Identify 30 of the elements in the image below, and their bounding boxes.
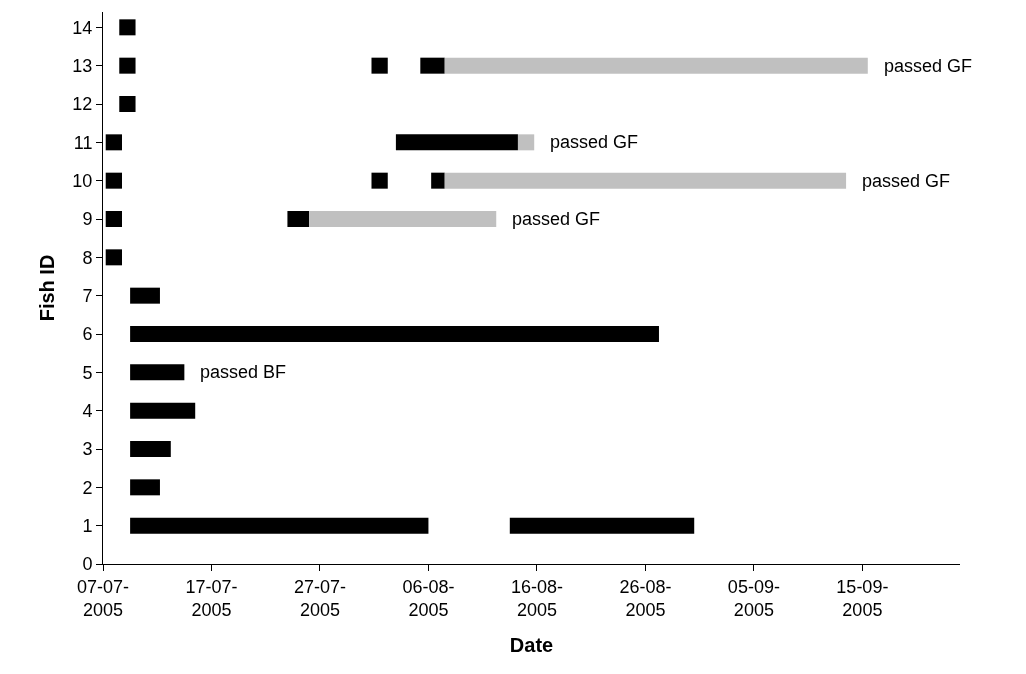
- y-tick-label: 4: [82, 400, 93, 421]
- y-tick-label: 1: [82, 515, 93, 536]
- y-tick-label: 3: [82, 439, 93, 460]
- y-tick-label: 11: [73, 132, 93, 153]
- x-tick-label: 15-09-2005: [836, 576, 889, 620]
- y-tick-label: 10: [72, 170, 93, 191]
- x-tick-label: 17-07-2005: [185, 576, 238, 620]
- annotation: passed GF: [862, 171, 951, 191]
- y-tick-label: 14: [72, 17, 93, 38]
- y-tick-label: 6: [82, 324, 93, 345]
- x-tick-label: 27-07-2005: [293, 576, 346, 620]
- y-tick-label: 13: [72, 55, 93, 76]
- x-tick-label: 16-08-2005: [510, 576, 563, 620]
- y-tick-label: 0: [82, 554, 93, 575]
- x-tick-label: 26-08-2005: [619, 576, 672, 620]
- annotation: passed GF: [550, 132, 639, 152]
- x-tick-label: 05-09-2005: [727, 576, 780, 620]
- x-tick-label: 06-08-2005: [402, 576, 455, 620]
- y-axis-title: Fish ID: [35, 254, 58, 322]
- annotation: passed GF: [884, 56, 973, 76]
- x-tick-label: 07-07-2005: [76, 576, 130, 620]
- y-tick-label: 2: [82, 477, 93, 498]
- y-tick-label: 5: [82, 362, 93, 383]
- annotation: passed BF: [200, 362, 287, 382]
- x-axis-title: Date: [509, 633, 554, 656]
- y-tick-label: 9: [82, 209, 93, 230]
- y-tick-label: 12: [72, 94, 93, 115]
- y-tick-label: 8: [82, 247, 93, 268]
- annotation: passed GF: [512, 209, 601, 229]
- y-tick-label: 7: [82, 285, 93, 306]
